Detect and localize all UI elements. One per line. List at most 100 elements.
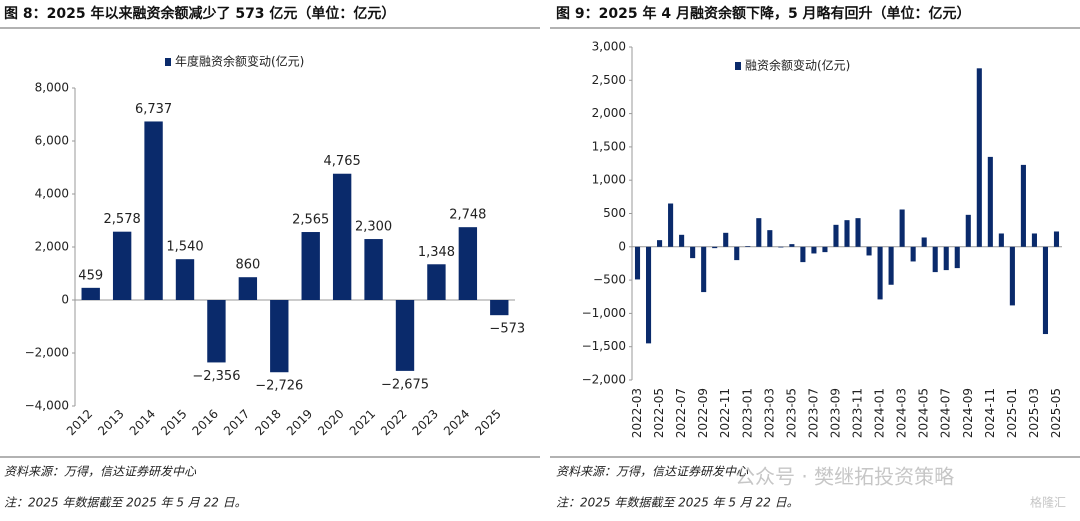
bar [976,68,982,247]
x-tick-label: 2023-11 [851,388,865,438]
source: 资料来源：万得，信达证券研发中心 [556,465,749,479]
bar [723,232,729,247]
x-tick-label: 2013 [95,407,126,438]
legend-swatch [735,62,741,70]
y-tick-label: −1,000 [582,306,626,320]
bar [965,214,971,247]
note: 注：2025 年数据截至 2025 年 5 月 22 日。 [556,496,799,510]
x-tick-label: 2024-07 [939,388,953,438]
bar [767,230,773,247]
chart-title: 图 8：2025 年以来融资余额减少了 573 亿元（单位：亿元） [4,5,395,22]
bar [332,173,352,300]
x-tick-label: 2024 [441,407,472,438]
data-label: −2,675 [381,377,429,392]
data-label: 1,348 [418,245,455,260]
x-tick-label: 2022-03 [630,388,644,438]
bar [987,156,993,247]
bar [490,300,509,316]
data-label: 459 [78,268,103,283]
legend-swatch [165,58,171,66]
bar [866,246,872,256]
bar [1053,231,1060,247]
data-label: 860 [235,258,260,273]
x-tick-label: 2025-03 [1027,388,1041,438]
y-tick-label: 1,000 [592,173,626,187]
bar [899,209,905,247]
x-tick-label: 2022-05 [652,388,666,438]
bar [910,246,916,262]
bar [1031,233,1037,247]
x-tick-label: 2019 [284,407,315,438]
x-tick-label: 2023-09 [828,388,842,438]
y-tick-label: 2,000 [592,106,626,120]
x-tick-label: 2023-05 [784,388,798,438]
data-label: 2,300 [355,220,392,235]
bar [112,231,132,300]
y-tick-label: 2,500 [592,73,626,87]
bar [427,264,446,300]
bar [822,246,828,253]
bar [458,227,478,300]
x-tick-label: 2016 [190,407,221,438]
bar [1009,246,1015,306]
bar [690,246,696,259]
x-tick-label: 2025-05 [1049,388,1063,438]
bar [301,232,320,300]
x-tick-label: 2024-03 [895,388,909,438]
bar [998,233,1004,247]
x-tick-label: 2024-09 [961,388,975,438]
x-tick-label: 2024-11 [983,388,997,438]
x-tick-label: 2025 [472,407,503,438]
x-tick-label: 2022-07 [674,388,688,438]
bar [800,246,806,263]
bar [811,246,817,254]
x-tick-label: 2023 [410,407,441,438]
bar [932,246,938,273]
x-tick-label: 2023-07 [806,388,820,438]
y-tick-label: −1,500 [582,339,626,353]
bar [657,240,663,247]
chart-title: 图 9：2025 年 4 月融资余额下降，5 月略有回升（单位：亿元） [556,5,971,22]
bar [395,300,415,371]
x-tick-label: 2025-01 [1005,388,1019,438]
legend-label: 年度融资余额变动(亿元) [175,54,304,69]
bar [634,246,641,280]
y-tick-label: −2,000 [582,373,626,387]
bar [745,246,751,247]
bar [954,246,960,269]
x-tick-label: 2021 [347,407,378,438]
y-tick-label: −4,000 [25,399,69,413]
y-tick-label: −500 [593,273,626,287]
y-tick-label: 1,500 [592,139,626,153]
x-tick-label: 2014 [127,407,158,438]
y-tick-label: 0 [61,293,69,307]
note: 注：2025 年数据截至 2025 年 5 月 22 日。 [4,496,247,510]
x-tick-label: 2023-03 [762,388,776,438]
data-label: 6,737 [135,102,172,117]
data-label: 2,748 [449,208,486,223]
y-tick-label: 6,000 [35,134,69,148]
x-tick-label: 2024-01 [873,388,887,438]
bar [81,287,100,300]
bar [270,300,289,373]
bar [855,218,861,247]
data-label: −2,726 [255,379,303,394]
y-tick-label: 4,000 [35,187,69,201]
bar [921,237,927,247]
bar [756,218,762,247]
y-tick-label: −2,000 [25,346,69,360]
x-tick-label: 2015 [158,407,189,438]
bar [144,121,163,300]
x-tick-label: 2024-05 [917,388,931,438]
bar [207,300,226,363]
watermark: 公众号 · 樊继拓投资策略 [735,465,954,489]
bar [668,203,674,247]
watermark: 格隆汇 [1030,495,1066,510]
data-label: −573 [489,322,525,337]
bar [789,244,795,247]
bar [645,246,652,344]
bar [175,259,195,300]
bar [844,220,850,247]
data-label: 2,578 [104,212,141,227]
